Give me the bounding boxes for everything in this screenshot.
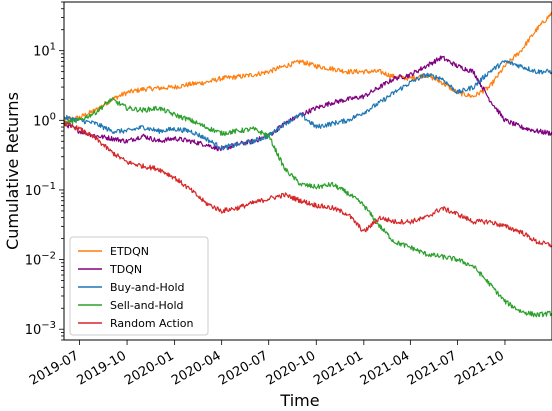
legend-entry-label: Sell-and-Hold [110,299,184,312]
y-axis-title: Cumulative Returns [3,92,22,250]
y-tick-label: 10−2 [25,251,56,269]
plot-frame [63,1,552,341]
legend-entry-label: Buy-and-Hold [110,281,185,294]
series-line-tdqn [63,55,552,152]
series-layer [63,11,552,318]
series-line-etdqn [63,11,552,122]
y-tick-label: 100 [33,111,56,129]
y-tick-label: 10−3 [25,320,56,338]
legend: ETDQN TDQN Buy-and-Hold Sell-and-Hold Random… [69,236,209,336]
legend-box [69,236,209,336]
legend-entry-label: Random Action [110,317,194,330]
legend-entry-label: TDQN [109,263,142,276]
y-tick-label: 101 [33,42,56,60]
series-line-buy-and-hold [63,59,552,151]
x-axis-title: Time [279,391,319,410]
series-line-random-action [63,121,552,248]
series-line-sell-and-hold [63,97,552,318]
legend-entry-label: ETDQN [110,245,149,258]
y-tick-label: 10−1 [25,181,56,199]
y-axis: 10−3 10−2 10−1 100 101 [25,1,64,341]
